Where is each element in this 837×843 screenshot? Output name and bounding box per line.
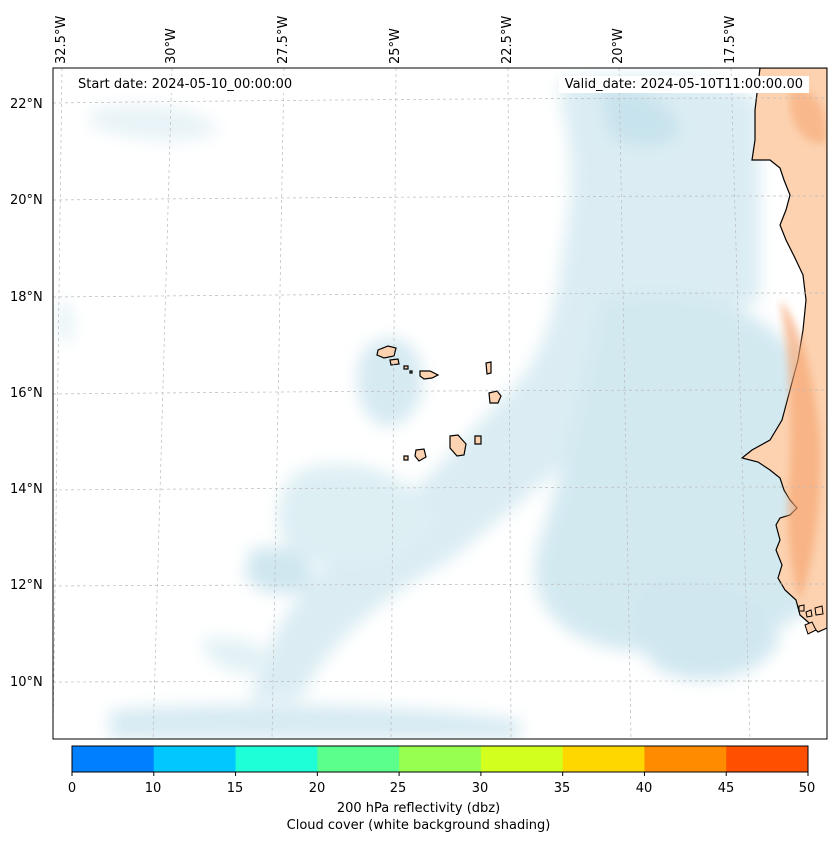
graticule [53,68,827,739]
island-santiago [449,434,467,457]
africa-landmass [740,68,827,635]
colorbar-segment [235,746,318,772]
colorbar-tick: 10 [144,781,162,796]
island-boa-vista [488,390,502,404]
lon-label-22-5w: 22.5°W [500,15,515,64]
valid-date-label: Valid_date: 2024-05-10T11:00:00.00 [558,76,809,93]
hot-land-shading [780,300,821,600]
lon-label-17-5w: 17.5°W [723,15,738,64]
start-date-label: Start date: 2024-05-10_00:00:00 [72,76,299,93]
lat-label-14n: 14°N [10,482,43,497]
colorbar-segment [562,746,645,772]
lon-label-20w: 20°W [611,28,626,64]
island-brava [403,455,409,461]
map-area [53,68,827,739]
island-maio [474,435,482,445]
lat-label-20n: 20°N [10,193,43,208]
lat-label-10n: 10°N [10,675,43,690]
island-sao-nicolau [419,370,440,380]
colorbar-tick: 25 [389,781,407,796]
colorbar-tick: 15 [226,781,244,796]
colorbar-segment [153,746,237,772]
lat-label-18n: 18°N [10,290,43,305]
lon-label-32-5w: 32.5°W [54,15,69,64]
colorbar-segment [72,746,155,772]
lat-label-12n: 12°N [10,578,43,593]
colorbar-label: 200 hPa reflectivity (dbz) [336,801,501,816]
lon-label-27-5w: 27.5°W [276,15,291,64]
colorbar-frame [71,745,809,773]
colorbar-segment [726,746,809,772]
island-islet [409,370,413,374]
island-santa-luzia [403,365,409,370]
lat-label-22n: 22°N [10,97,43,112]
lon-label-30w: 30°W [164,28,179,64]
colorbar-tick: 50 [798,781,816,796]
colorbar-tick: 45 [717,781,735,796]
colorbar-segment [399,746,482,772]
colorbar [71,745,809,776]
lon-label-25w: 25°W [388,28,403,64]
cloud-cover-shading [58,75,820,739]
island-fogo [414,448,427,462]
colorbar-tick: 40 [635,781,653,796]
colorbar-segment [317,746,400,772]
cape-verde-islands [376,345,502,462]
map-frame [52,67,828,740]
island-sao-vicente [389,358,400,366]
colorbar-segment [480,746,564,772]
island-sal [485,361,492,375]
colorbar-segment [644,746,727,772]
colorbar-tick: 35 [553,781,571,796]
lat-label-16n: 16°N [10,386,43,401]
colorbar-tick: 0 [67,781,77,796]
colorbar-tick: 30 [471,781,489,796]
colorbar-tick: 20 [308,781,326,796]
colorbar-sublabel: Cloud cover (white background shading) [286,818,551,833]
